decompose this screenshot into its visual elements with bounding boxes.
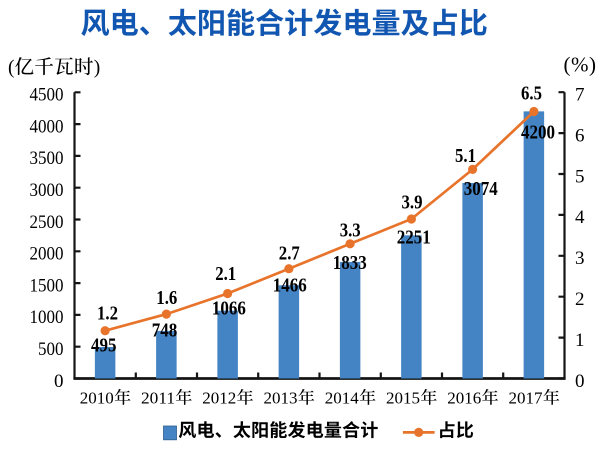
- svg-text:1: 1: [575, 330, 585, 351]
- svg-text:2000: 2000: [30, 244, 64, 265]
- svg-text:2010: 2010: [80, 389, 114, 408]
- svg-text:4200: 4200: [521, 122, 555, 143]
- svg-text:2016: 2016: [447, 389, 481, 408]
- svg-text:1833: 1833: [333, 253, 367, 274]
- svg-text:5.1: 5.1: [455, 146, 476, 167]
- svg-text:(: (: [8, 58, 15, 79]
- svg-text:2251: 2251: [397, 228, 431, 249]
- svg-text:6: 6: [575, 125, 585, 146]
- svg-text:2013: 2013: [264, 389, 298, 408]
- svg-text:1.6: 1.6: [156, 288, 177, 309]
- svg-text:3.9: 3.9: [402, 193, 423, 214]
- svg-text:3: 3: [575, 248, 585, 269]
- svg-text:748: 748: [152, 321, 178, 342]
- svg-text:2015: 2015: [386, 389, 420, 408]
- svg-text:2: 2: [575, 289, 585, 310]
- svg-text:1500: 1500: [30, 275, 64, 296]
- svg-text:4: 4: [575, 207, 585, 228]
- svg-text:5: 5: [575, 166, 585, 187]
- svg-text:3000: 3000: [30, 180, 64, 201]
- svg-text:500: 500: [38, 339, 64, 360]
- svg-text:2.7: 2.7: [279, 244, 300, 265]
- svg-text:2.1: 2.1: [215, 264, 236, 285]
- svg-text:495: 495: [91, 336, 117, 357]
- svg-text:2014: 2014: [325, 389, 359, 408]
- svg-text:3500: 3500: [30, 148, 64, 169]
- svg-text:2011: 2011: [141, 389, 175, 408]
- svg-text:0: 0: [54, 371, 64, 392]
- svg-text:2012: 2012: [202, 389, 236, 408]
- svg-text:7: 7: [575, 85, 585, 106]
- svg-text:1066: 1066: [212, 298, 246, 319]
- svg-text:3.3: 3.3: [340, 221, 361, 242]
- svg-text:6.5: 6.5: [521, 83, 542, 104]
- svg-text:1000: 1000: [30, 307, 64, 328]
- svg-text:(%): (%): [564, 53, 597, 77]
- svg-text:4500: 4500: [30, 85, 64, 106]
- svg-text:2017: 2017: [509, 389, 543, 408]
- svg-text:): ): [94, 58, 101, 79]
- svg-text:4000: 4000: [30, 116, 64, 137]
- svg-text:1466: 1466: [273, 276, 307, 297]
- svg-text:0: 0: [575, 371, 585, 392]
- svg-text:2500: 2500: [30, 212, 64, 233]
- svg-text:3074: 3074: [464, 179, 498, 200]
- svg-text:1.2: 1.2: [97, 304, 118, 325]
